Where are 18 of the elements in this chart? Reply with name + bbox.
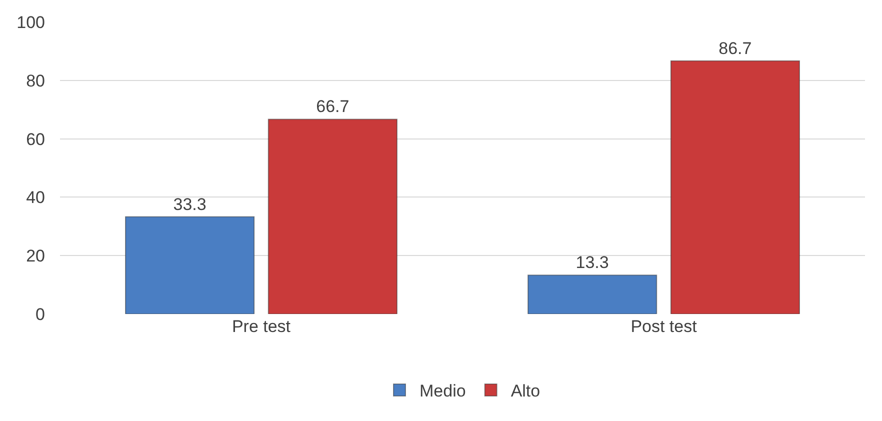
y-tick-label: 40: [26, 188, 45, 208]
data-label: 33.3: [173, 194, 206, 214]
data-label: 13.3: [576, 253, 609, 272]
y-tick-label: 60: [26, 130, 45, 149]
x-tick-label: Pre test: [232, 317, 291, 336]
bar: [528, 274, 658, 314]
bar: [268, 118, 398, 314]
y-tick-label: 20: [26, 246, 45, 266]
x-tick-label: Post test: [630, 317, 698, 336]
legend-label: Medio: [420, 382, 466, 401]
y-tick-label: 100: [16, 12, 45, 32]
y-tick-label: 0: [36, 304, 45, 324]
bar: [125, 216, 255, 314]
data-label: 86.7: [718, 38, 752, 58]
legend-label: Alto: [510, 382, 540, 401]
data-label: 66.7: [316, 97, 350, 116]
y-tick-label: 80: [26, 71, 45, 90]
bar: [670, 60, 800, 314]
